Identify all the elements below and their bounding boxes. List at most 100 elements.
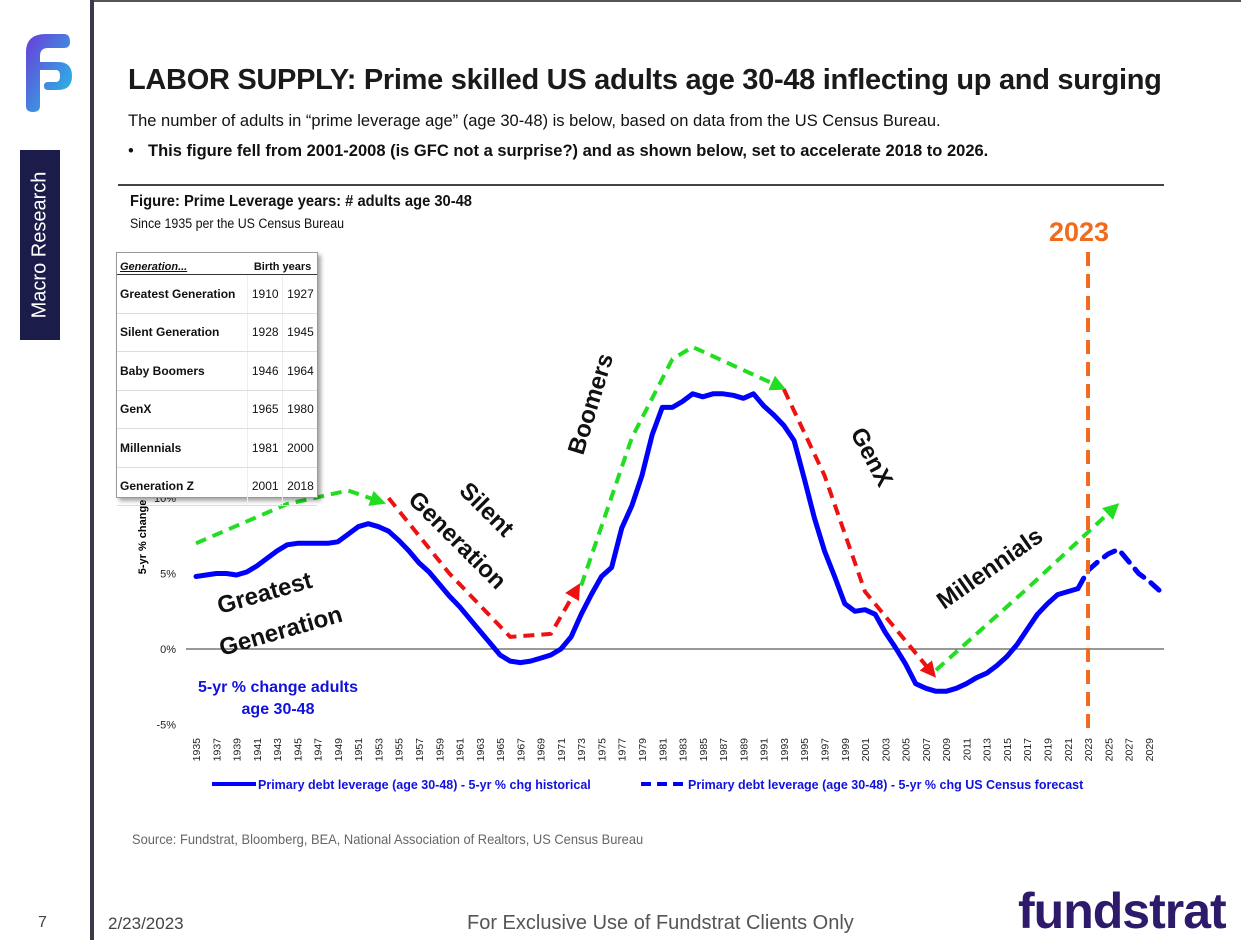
x-tick-label: 1987 (718, 738, 730, 762)
generation-arrow (934, 503, 1120, 672)
x-tick-label: 1955 (394, 738, 406, 762)
x-tick-label: 2009 (941, 738, 953, 762)
generation-name: Baby Boomers (117, 351, 248, 391)
x-tick-label: 1991 (759, 738, 771, 762)
generation-table: Generation... Birth years Greatest Gener… (116, 252, 318, 506)
bullet-dot-icon: • (128, 142, 134, 160)
figure-title: Figure: Prime Leverage years: # adults a… (130, 193, 472, 210)
historical-label-line1: 5-yr % change adults (198, 679, 358, 696)
x-tick-label: 1985 (698, 738, 710, 762)
x-tick-label: 1947 (313, 738, 325, 762)
generation-labels: Greatest Generation Silent Generation Bo… (198, 350, 1048, 718)
table-row: Silent Generation 1928 1945 (117, 313, 317, 352)
slide-title: LABOR SUPPLY: Prime skilled US adults ag… (128, 64, 1162, 96)
slide-subtitle: The number of adults in “prime leverage … (128, 112, 941, 130)
y-tick-label: 5% (160, 569, 176, 581)
generation-name: Generation Z (117, 467, 248, 506)
x-tick-label: 1983 (678, 738, 690, 762)
x-tick-label: 1957 (414, 738, 426, 762)
x-tick-label: 1995 (799, 738, 811, 762)
x-tick-label: 2023 (1083, 738, 1095, 762)
x-tick-label: 1989 (738, 738, 750, 762)
figure-subtitle: Since 1935 per the US Census Bureau (130, 216, 345, 231)
x-tick-label: 2011 (961, 738, 973, 761)
exclusive-notice: For Exclusive Use of Fundstrat Clients O… (467, 912, 854, 934)
label-genx: GenX (845, 423, 898, 491)
label-boomers: Boomers (563, 350, 619, 457)
fundstrat-logo-icon (14, 26, 74, 112)
legend: Primary debt leverage (age 30-48) - 5-yr… (212, 778, 1084, 792)
sidebar-section-label: Macro Research (20, 150, 60, 340)
series-forecast-line (1075, 546, 1162, 593)
x-tick-label: 1959 (434, 738, 446, 762)
birth-start: 1981 (246, 428, 283, 468)
x-tick-label: 2019 (1042, 738, 1054, 762)
x-tick-label: 1961 (455, 738, 467, 762)
birth-end: 1927 (281, 274, 317, 314)
x-tick-label: 1977 (617, 738, 629, 762)
top-rule (94, 0, 1241, 2)
table-row: GenX 1965 1980 (117, 390, 317, 429)
y-axis-label: 5-yr % change (137, 500, 149, 575)
generation-arrow (579, 345, 787, 587)
historical-label-line2: age 30-48 (242, 701, 315, 718)
x-tick-label: 2003 (880, 738, 892, 762)
slide-date: 2/23/2023 (108, 914, 184, 933)
x-tick-label: 1999 (840, 738, 852, 762)
x-tick-label: 2025 (1103, 738, 1115, 762)
x-tick-label: 1975 (596, 738, 608, 762)
x-tick-label: 2001 (860, 738, 872, 762)
generation-arrow (387, 496, 581, 639)
slide-bullet: • This figure fell from 2001-2008 (is GFC… (128, 142, 988, 161)
forecast-line-label: 2023 (1049, 217, 1109, 247)
table-row: Baby Boomers 1946 1964 (117, 351, 317, 391)
x-tick-label: 1965 (495, 738, 507, 762)
x-tick-label: 1979 (637, 738, 649, 762)
x-tick-label: 2007 (921, 738, 933, 762)
birth-end: 1964 (281, 351, 317, 391)
legend-forecast-label: Primary debt leverage (age 30-48) - 5-yr… (688, 778, 1084, 792)
x-axis-ticks: 1935 1937 1939 1941 1943 1945 1947 1949 1951 1953… (191, 738, 1156, 762)
x-tick-label: 2029 (1144, 738, 1156, 762)
birth-end: 2000 (281, 428, 317, 468)
x-tick-label: 1937 (211, 738, 223, 762)
birth-start: 1965 (246, 390, 283, 429)
generation-name: GenX (117, 390, 248, 429)
x-tick-label: 1935 (191, 738, 203, 762)
brand-wordmark: fundstrat (1018, 883, 1227, 939)
birth-start: 1928 (246, 313, 283, 352)
forecast-marker: 2023 (1049, 217, 1109, 734)
x-tick-label: 2017 (1022, 738, 1034, 762)
page-number: 7 (38, 914, 47, 931)
generation-name: Silent Generation (117, 313, 248, 352)
x-tick-label: 1973 (576, 738, 588, 762)
birth-start: 1946 (246, 351, 283, 391)
table-row: Generation Z 2001 2018 (117, 467, 317, 506)
birth-start: 2001 (246, 467, 283, 506)
generation-name: Millennials (117, 428, 248, 468)
x-tick-label: 1963 (475, 738, 487, 762)
y-tick-label: 0% (160, 644, 176, 656)
figure-rule (118, 184, 1164, 186)
birth-end: 2018 (281, 467, 317, 506)
x-tick-label: 2021 (1063, 738, 1075, 762)
x-tick-label: 1993 (779, 738, 791, 762)
birth-end: 1980 (281, 390, 317, 429)
x-tick-label: 1951 (353, 738, 365, 762)
x-tick-label: 1945 (292, 738, 304, 762)
x-tick-label: 2027 (1124, 738, 1136, 762)
x-tick-label: 1953 (373, 738, 385, 762)
label-millennials: Millennials (932, 522, 1048, 614)
sidebar-divider (90, 0, 94, 940)
series-historical-line (193, 391, 1081, 694)
x-tick-label: 1997 (819, 738, 831, 762)
generation-arrow (782, 388, 936, 678)
x-tick-label: 1939 (232, 738, 244, 762)
x-tick-label: 2015 (1002, 738, 1014, 762)
x-tick-label: 1949 (333, 738, 345, 762)
legend-historical-label: Primary debt leverage (age 30-48) - 5-yr… (258, 778, 591, 792)
birth-start: 1910 (246, 274, 283, 314)
x-tick-label: 1971 (556, 738, 568, 762)
y-tick-label: -5% (156, 720, 176, 732)
x-tick-label: 1967 (515, 738, 527, 762)
